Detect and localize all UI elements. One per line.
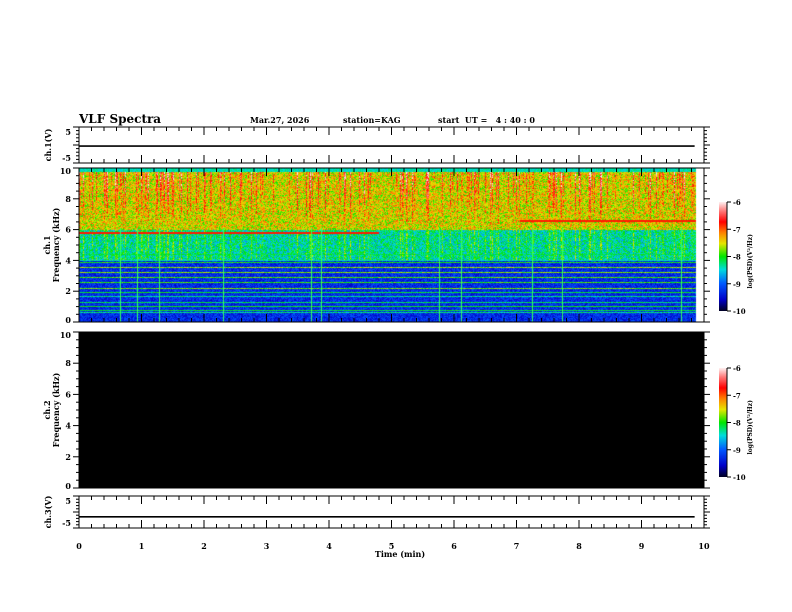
- y-tick-label: 5: [65, 496, 71, 506]
- ch1-spectrogram: [79, 168, 704, 322]
- colorbar-tick-label: -10: [733, 307, 746, 316]
- colorbar-tick-label: -7: [733, 391, 741, 400]
- colorbar-tick-label: -9: [733, 280, 741, 289]
- x-tick-label: 3: [264, 541, 270, 551]
- x-tick-label: 10: [698, 541, 710, 551]
- colorbar-tick-label: -8: [733, 253, 741, 262]
- y-axis-label: ch.3(V): [43, 495, 53, 528]
- colorbar-tick-label: -8: [733, 419, 741, 428]
- start-time-label: start UT = 4 : 40 : 0: [438, 115, 535, 125]
- date-label: Mar.27, 2026: [250, 115, 310, 125]
- y-tick-label: 6: [65, 389, 71, 399]
- x-tick-label: 8: [576, 541, 582, 551]
- colorbar-tick-label: -6: [733, 364, 741, 373]
- x-tick-label: 4: [326, 541, 332, 551]
- x-axis-label: Time (min): [375, 549, 425, 559]
- x-tick-label: 2: [201, 541, 207, 551]
- y-tick-label: 4: [65, 255, 71, 265]
- y-tick-label: 10: [60, 166, 72, 176]
- y-axis-label: Frequency (kHz): [51, 207, 61, 282]
- y-tick-label: 2: [65, 452, 71, 462]
- colorbar-label: log(PSD)(V²/Hz): [747, 234, 754, 289]
- colorbar-tick-label: -6: [733, 198, 741, 207]
- x-tick-label: 7: [514, 541, 520, 551]
- y-tick-label: 0: [65, 481, 71, 491]
- y-tick-label: -5: [62, 518, 71, 528]
- x-tick-label: 0: [76, 541, 82, 551]
- y-tick-label: -5: [62, 153, 71, 163]
- ch1-spectrogram-frame: [78, 167, 705, 323]
- y-tick-label: 5: [65, 127, 71, 137]
- y-axis-label-channel: ch.2: [42, 400, 52, 419]
- y-tick-label: 8: [65, 194, 71, 204]
- y-axis-label: ch.1(V): [43, 128, 53, 161]
- figure-title: VLF Spectra: [78, 112, 161, 126]
- ch2-spectrogram: [79, 332, 704, 488]
- y-tick-label: 2: [65, 286, 71, 296]
- colorbar-tick-label: -10: [733, 473, 746, 482]
- x-tick-label: 5: [389, 541, 395, 551]
- colorbar-label: log(PSD)(V²/Hz): [747, 400, 754, 455]
- y-tick-label: 10: [60, 330, 72, 340]
- y-axis-label-channel: ch.1: [42, 235, 52, 254]
- x-tick-label: 1: [139, 541, 145, 551]
- colorbar-tick-label: -7: [733, 225, 741, 234]
- ch2-spectrogram-frame: [78, 331, 705, 489]
- y-tick-label: 4: [65, 421, 71, 431]
- x-tick-label: 9: [639, 541, 645, 551]
- y-tick-label: 0: [65, 315, 71, 325]
- colorbar-tick-label: -9: [733, 446, 741, 455]
- colorbar-ch1: [719, 202, 727, 311]
- colorbar-ch2: [719, 368, 727, 477]
- y-tick-label: 8: [65, 358, 71, 368]
- station-label: station=KAG: [343, 115, 401, 125]
- y-axis-label: Frequency (kHz): [51, 372, 61, 447]
- x-tick-label: 6: [451, 541, 457, 551]
- y-tick-label: 6: [65, 225, 71, 235]
